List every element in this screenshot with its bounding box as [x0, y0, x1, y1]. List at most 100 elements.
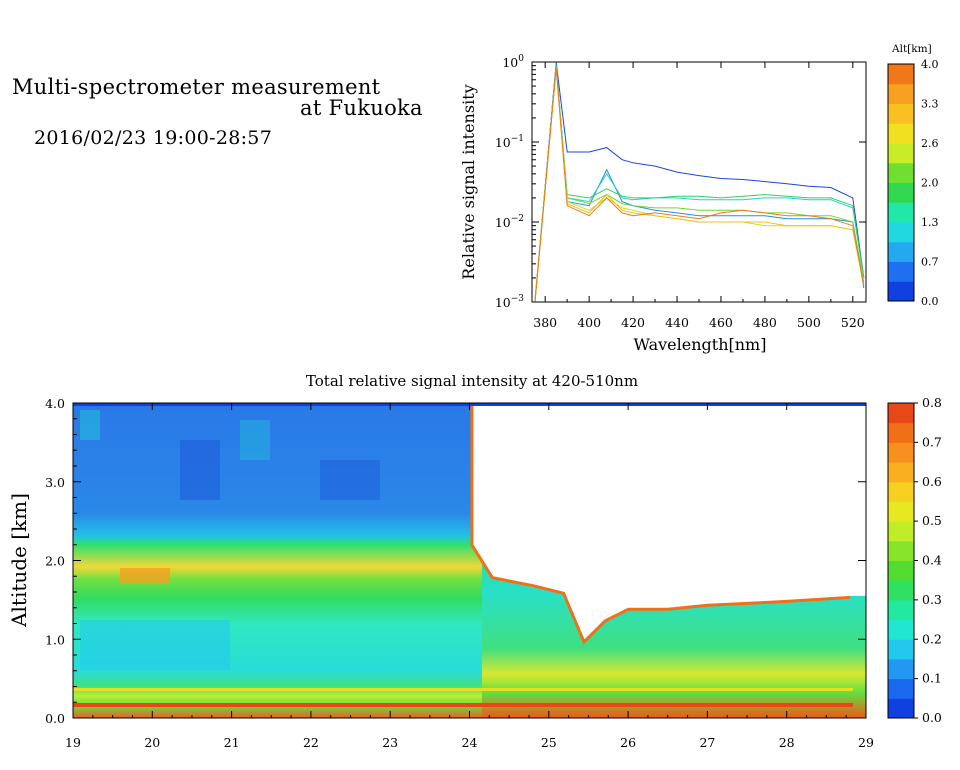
heatmap-y-axis-label: Altitude [km]	[7, 493, 31, 628]
spectrum-x-tick-label: 460	[709, 315, 733, 330]
altitude-colorbar-label: 2.6	[921, 137, 939, 150]
spectrum-y-tick-exp: −3	[511, 294, 525, 304]
altitude-colorbar-label: 0.0	[921, 295, 939, 308]
intensity-colorbar-swatch	[888, 462, 914, 483]
heatmap-title: Total relative signal intensity at 420-5…	[306, 372, 638, 390]
altitude-colorbar-swatch	[888, 281, 914, 302]
altitude-colorbar-swatch	[888, 143, 914, 164]
heatmap-x-tick-label: 19	[65, 735, 81, 750]
altitude-colorbar-label: 2.0	[921, 177, 939, 190]
heatmap-field	[73, 403, 866, 718]
spectrum-y-tick-base: 10	[495, 135, 511, 150]
spectrum-x-axis-label: Wavelength[nm]	[634, 335, 767, 354]
heatmap-x-tick-label: 22	[303, 735, 319, 750]
heatmap-y-tick-label: 3.0	[45, 475, 65, 490]
heatmap-blue-patch	[320, 460, 380, 500]
spectrum-series-line	[534, 67, 865, 302]
altitude-colorbar-swatch	[888, 182, 914, 203]
heatmap-blue-patch	[180, 440, 220, 500]
spectrum-y-axis-label: Relative signal intensity	[459, 84, 478, 279]
intensity-colorbar-swatch	[888, 521, 914, 542]
spectrum-y-tick-base: 10	[495, 215, 511, 230]
intensity-colorbar-swatch	[888, 422, 914, 443]
heatmap-y-tick-label: 1.0	[45, 632, 65, 647]
spectrum-y-tick-label: 100	[502, 54, 524, 70]
altitude-colorbar-swatch	[888, 162, 914, 183]
heatmap-x-tick-label: 28	[779, 735, 795, 750]
heatmap-y-tick-label: 4.0	[45, 396, 65, 411]
intensity-colorbar-swatch	[888, 481, 914, 502]
heatmap-x-axis: 19 20 21 22 23 24 25 26 27 28 29	[65, 403, 874, 750]
intensity-colorbar-label: 0.2	[922, 631, 942, 646]
altitude-colorbar-frame	[887, 63, 915, 302]
intensity-colorbar-swatch	[888, 639, 914, 660]
spectrum-series-line	[534, 63, 865, 302]
intensity-colorbar-swatch	[888, 678, 914, 699]
heatmap-x-tick-label: 25	[541, 735, 557, 750]
heatmap-orange-band	[120, 568, 170, 584]
intensity-colorbar-swatch	[888, 540, 914, 561]
intensity-colorbar-swatch	[888, 619, 914, 640]
altitude-colorbar: 0.0 0.7 1.3 2.0 2.6 3.3 4.0	[887, 58, 939, 308]
heatmap-y-axis: 0.0 1.0 2.0 3.0 4.0	[45, 396, 866, 726]
spectrum-x-tick-label: 400	[577, 315, 601, 330]
intensity-colorbar-label: 0.6	[922, 474, 942, 489]
altitude-colorbar-swatch	[888, 103, 914, 124]
spectrum-x-tick-label: 480	[753, 315, 777, 330]
spectrum-x-tick-label: 500	[797, 315, 821, 330]
intensity-colorbar-swatch	[888, 658, 914, 680]
altitude-colorbar-swatch	[888, 261, 914, 282]
spectrum-y-tick-base: 10	[495, 295, 511, 310]
heatmap-x-tick-label: 21	[224, 735, 240, 750]
spectrum-series-line	[534, 62, 865, 302]
altitude-colorbar-swatch	[888, 64, 914, 85]
heatmap-x-tick-label: 20	[144, 735, 160, 750]
altitude-colorbar-label: 3.3	[921, 98, 939, 111]
heatmap-y-tick-label: 2.0	[45, 554, 65, 569]
heatmap-cyan-layer	[80, 620, 230, 670]
spectrum-series-line	[534, 67, 865, 302]
intensity-colorbar-label: 0.0	[922, 710, 942, 725]
signal-intensity-heatmap: Total relative signal intensity at 420-5…	[7, 372, 942, 750]
spectrum-x-tick-label: 520	[841, 315, 865, 330]
altitude-colorbar-label: 1.3	[921, 216, 939, 229]
intensity-colorbar-label: 0.4	[922, 553, 942, 568]
heatmap-x-tick-label: 24	[462, 735, 478, 750]
heading-line-1: Multi-spectrometer measurement	[12, 75, 381, 99]
spectrum-plot-frame	[531, 61, 867, 303]
heatmap-x-tick-label: 29	[858, 735, 874, 750]
altitude-colorbar-swatch	[888, 222, 914, 243]
spectrum-x-axis: 380 400 420 440 460 480 500 520	[533, 62, 865, 330]
spectrum-y-tick-exp: −2	[511, 214, 524, 224]
heatmap-x-tick-label: 26	[620, 735, 636, 750]
spectrum-x-tick-label: 420	[621, 315, 645, 330]
altitude-colorbar-label: 4.0	[921, 58, 939, 71]
spectrum-series-group	[534, 62, 865, 302]
spectrum-y-tick-exp: 0	[518, 54, 524, 64]
spectrum-series-line	[534, 66, 865, 302]
altitude-colorbar-swatch	[888, 202, 914, 223]
heatmap-y-tick-label: 0.0	[45, 711, 65, 726]
intensity-colorbar-swatch	[888, 580, 914, 601]
altitude-colorbar-swatch	[888, 123, 914, 144]
altitude-colorbar-title: Alt[km]	[891, 43, 932, 55]
spectrum-series-line	[534, 67, 865, 302]
spectrum-y-tick-exp: −1	[511, 134, 524, 144]
heatmap-cyan-patch	[240, 420, 270, 460]
intensity-colorbar-swatch	[888, 698, 914, 719]
altitude-colorbar-swatch	[888, 241, 914, 262]
heatmap-x-tick-label: 23	[382, 735, 398, 750]
heatmap-x-tick-label: 27	[699, 735, 715, 750]
intensity-colorbar-swatch	[888, 560, 914, 581]
spectrum-y-tick-base: 10	[502, 55, 518, 70]
heading-line-2: at Fukuoka	[300, 96, 423, 120]
spectrum-series-line	[534, 67, 865, 302]
intensity-colorbar-label: 0.1	[922, 671, 942, 686]
intensity-colorbar-label: 0.8	[922, 395, 942, 410]
spectrum-y-tick-label: 10−1	[495, 134, 524, 150]
intensity-colorbar-label: 0.5	[922, 513, 942, 528]
spectrum-series-line	[534, 65, 865, 302]
cloud-blank-region	[473, 403, 866, 640]
